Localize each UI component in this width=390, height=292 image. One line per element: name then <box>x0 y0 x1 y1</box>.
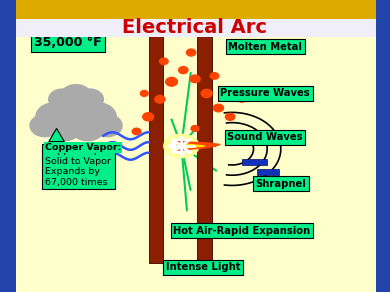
Circle shape <box>238 96 246 102</box>
Circle shape <box>186 49 196 56</box>
FancyBboxPatch shape <box>197 23 212 263</box>
Text: 35,000 °F: 35,000 °F <box>34 36 102 49</box>
Text: Sound Waves: Sound Waves <box>227 132 303 142</box>
Text: Shrapnel: Shrapnel <box>255 179 306 189</box>
Circle shape <box>140 91 148 96</box>
FancyBboxPatch shape <box>257 169 279 175</box>
Text: Hot Air-Rapid Expansion: Hot Air-Rapid Expansion <box>173 226 310 236</box>
FancyBboxPatch shape <box>242 159 267 165</box>
Circle shape <box>155 95 165 103</box>
Ellipse shape <box>171 139 192 153</box>
Circle shape <box>210 73 219 79</box>
Circle shape <box>201 89 212 98</box>
Bar <box>376 0 390 292</box>
Circle shape <box>71 116 104 141</box>
Circle shape <box>76 89 103 110</box>
Circle shape <box>52 93 100 129</box>
FancyBboxPatch shape <box>273 177 291 182</box>
Text: Electrical Arc: Electrical Arc <box>122 18 268 37</box>
Text: Pressure Waves: Pressure Waves <box>220 88 310 98</box>
Circle shape <box>191 126 199 131</box>
Ellipse shape <box>164 134 199 158</box>
Circle shape <box>132 128 141 135</box>
Circle shape <box>143 113 154 121</box>
Circle shape <box>92 114 122 137</box>
FancyBboxPatch shape <box>149 23 163 263</box>
Text: Copper Vapor:
Solid to Vapor
Expands by
67,000 times: Copper Vapor: Solid to Vapor Expands by … <box>45 146 113 187</box>
Circle shape <box>160 58 168 65</box>
Circle shape <box>48 116 81 141</box>
Circle shape <box>60 85 92 108</box>
Bar <box>16 18 378 36</box>
Text: Copper Vapor:: Copper Vapor: <box>45 143 121 152</box>
Circle shape <box>166 77 177 86</box>
Circle shape <box>36 103 73 131</box>
Polygon shape <box>177 142 220 150</box>
Circle shape <box>213 104 223 112</box>
Circle shape <box>190 75 200 83</box>
Circle shape <box>79 103 116 131</box>
Text: Molten Metal: Molten Metal <box>228 42 302 52</box>
Bar <box>0 0 390 19</box>
Circle shape <box>49 89 76 110</box>
Bar <box>0 0 16 292</box>
Polygon shape <box>177 143 205 149</box>
Text: Intense Light: Intense Light <box>165 262 240 272</box>
Circle shape <box>30 114 60 137</box>
Circle shape <box>225 113 235 120</box>
Circle shape <box>179 67 188 74</box>
Polygon shape <box>49 128 64 142</box>
